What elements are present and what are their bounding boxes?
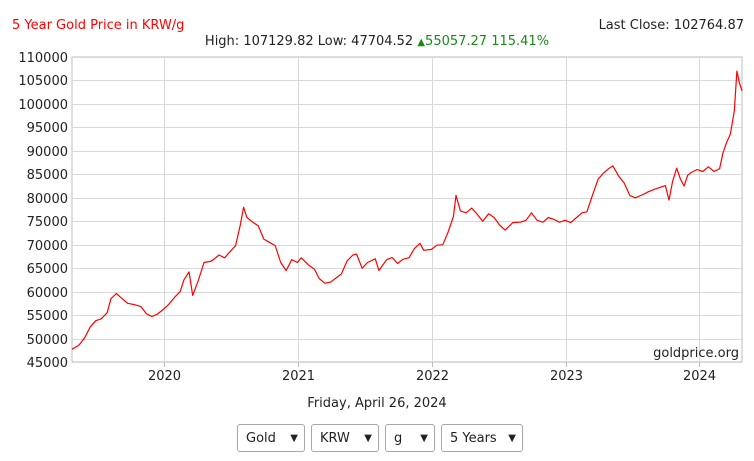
chevron-down-icon: ▼ <box>290 432 298 444</box>
last-close: Last Close: 102764.87 <box>598 18 744 33</box>
y-tick-label: 75000 <box>27 215 68 230</box>
x-tick-label: 2023 <box>550 369 583 384</box>
y-tick-label: 55000 <box>27 309 68 324</box>
y-tick-label: 60000 <box>27 286 68 301</box>
x-tick-label: 2020 <box>148 369 181 384</box>
currency-select-value: KRW <box>320 430 350 446</box>
metal-select-value: Gold <box>246 430 276 446</box>
y-tick-label: 85000 <box>27 168 68 183</box>
current-date: Friday, April 26, 2024 <box>307 396 447 411</box>
chart-title: 5 Year Gold Price in KRW/g <box>12 18 185 33</box>
unit-select[interactable]: g ▼ <box>385 424 435 452</box>
y-tick-label: 110000 <box>18 51 68 66</box>
price-stats: High: 107129.82 Low: 47704.52 ▲55057.27 … <box>0 34 754 49</box>
metal-select[interactable]: Gold ▼ <box>237 424 305 452</box>
chevron-down-icon: ▼ <box>364 432 372 444</box>
change-text: 55057.27 115.41% <box>425 34 550 49</box>
period-select[interactable]: 5 Years ▼ <box>441 424 523 452</box>
plot-area <box>71 56 743 363</box>
change-value: ▲55057.27 115.41% <box>417 34 549 49</box>
x-tick-label: 2021 <box>282 369 315 384</box>
up-arrow-icon: ▲ <box>417 37 426 48</box>
y-tick-label: 90000 <box>27 145 68 160</box>
low-value: Low: 47704.52 <box>317 34 414 49</box>
currency-select[interactable]: KRW ▼ <box>311 424 379 452</box>
x-tick-label: 2024 <box>683 369 716 384</box>
y-tick-label: 100000 <box>18 98 68 113</box>
x-tick-label: 2022 <box>416 369 449 384</box>
y-tick-label: 80000 <box>27 192 68 207</box>
y-tick-label: 45000 <box>27 356 68 371</box>
watermark-label: goldprice.org <box>653 346 739 361</box>
y-tick-label: 70000 <box>27 239 68 254</box>
y-tick-label: 50000 <box>27 333 68 348</box>
high-value: High: 107129.82 <box>204 34 314 49</box>
price-chart: 45000 50000 55000 60000 65000 70000 75000 80000… <box>18 51 743 384</box>
unit-select-value: g <box>394 430 403 446</box>
y-tick-label: 65000 <box>27 262 68 277</box>
y-tick-label: 95000 <box>27 121 68 136</box>
price-line <box>71 70 743 350</box>
period-select-value: 5 Years <box>450 430 497 446</box>
y-tick-label: 105000 <box>18 74 68 89</box>
chart-controls: Gold ▼ KRW ▼ g ▼ 5 Years ▼ <box>237 424 523 452</box>
chevron-down-icon: ▼ <box>508 432 516 444</box>
chevron-down-icon: ▼ <box>420 432 428 444</box>
